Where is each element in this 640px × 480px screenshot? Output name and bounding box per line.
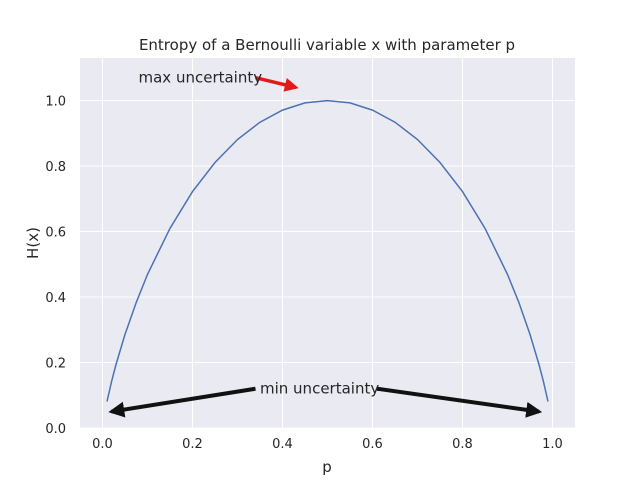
y-tick-label: 0.0 bbox=[45, 422, 66, 437]
x-tick-label: 0.8 bbox=[452, 437, 473, 452]
y-tick-labels: 0.0 0.2 0.4 0.6 0.8 1.0 bbox=[45, 95, 66, 437]
x-tick-label: 0.6 bbox=[362, 437, 383, 452]
y-tick-label: 0.4 bbox=[45, 291, 66, 306]
y-tick-label: 1.0 bbox=[45, 95, 66, 110]
min-uncertainty-arrow-left bbox=[108, 386, 256, 418]
plot-background bbox=[80, 58, 575, 428]
x-tick-label: 1.0 bbox=[542, 437, 563, 452]
min-uncertainty-label: min uncertainty bbox=[260, 380, 379, 398]
grid-lines bbox=[80, 58, 575, 429]
max-uncertainty-arrow bbox=[255, 75, 299, 92]
y-tick-label: 0.2 bbox=[45, 357, 66, 372]
min-uncertainty-arrow-right bbox=[376, 386, 543, 418]
x-axis-label: p bbox=[322, 458, 332, 476]
x-tick-label: 0.0 bbox=[92, 437, 113, 452]
entropy-curve bbox=[106, 99, 549, 402]
max-uncertainty-label: max uncertainty bbox=[139, 69, 263, 87]
x-tick-label: 0.4 bbox=[272, 437, 293, 452]
y-tick-label: 0.8 bbox=[45, 160, 66, 175]
y-axis-label: H(x) bbox=[24, 227, 42, 259]
x-tick-labels: 0.0 0.2 0.4 0.6 0.8 1.0 bbox=[92, 437, 563, 452]
annotations: max uncertainty min uncertainty bbox=[108, 69, 543, 418]
chart-title: Entropy of a Bernoulli variable x with p… bbox=[139, 36, 515, 54]
x-tick-label: 0.2 bbox=[182, 437, 203, 452]
y-tick-label: 0.6 bbox=[45, 226, 66, 241]
